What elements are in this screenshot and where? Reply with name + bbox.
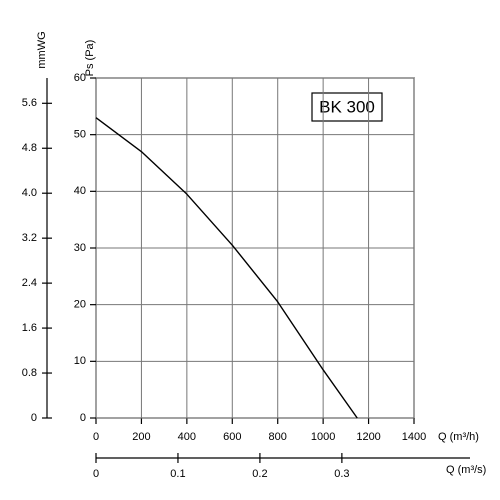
y2-tick-label: 2.4 <box>22 277 37 289</box>
y-tick-label: 40 <box>74 185 86 197</box>
x-tick-label: 1200 <box>356 431 380 443</box>
y2-axis-label: mmWG <box>36 31 48 68</box>
x2-tick-label: 0.1 <box>170 468 185 480</box>
y-tick-label: 60 <box>74 72 86 84</box>
y2-tick-label: 0.8 <box>22 367 37 379</box>
x-axis-label: Q (m³/h) <box>438 431 479 443</box>
x2-tick-label: 0.3 <box>334 468 349 480</box>
y2-tick-label: 1.6 <box>22 322 37 334</box>
x-tick-label: 800 <box>269 431 287 443</box>
y2-tick-label: 3.2 <box>22 232 37 244</box>
x2-axis-label: Q (m³/s) <box>446 464 486 476</box>
y2-tick-label: 0 <box>31 412 37 424</box>
y-tick-label: 50 <box>74 129 86 141</box>
x-tick-label: 400 <box>178 431 196 443</box>
title-box <box>311 92 383 122</box>
y-tick-label: 20 <box>74 299 86 311</box>
chart-title: BK 300 <box>319 97 375 116</box>
y2-tick-label: 5.6 <box>22 97 37 109</box>
x2-tick-label: 0.2 <box>252 468 267 480</box>
x-tick-label: 0 <box>93 431 99 443</box>
line-series <box>95 117 358 419</box>
y-axis-label: Ps (Pa) <box>84 40 96 77</box>
x-tick-label: 600 <box>223 431 241 443</box>
x2-tick-label: 0 <box>93 468 99 480</box>
x-tick-label: 1400 <box>402 431 426 443</box>
y2-tick-label: 4.0 <box>22 187 37 199</box>
y-tick-label: 10 <box>74 355 86 367</box>
x-tick-label: 1000 <box>311 431 335 443</box>
y2-tick-label: 4.8 <box>22 142 37 154</box>
y-tick-label: 0 <box>80 412 86 424</box>
x-tick-label: 200 <box>132 431 150 443</box>
y-tick-label: 30 <box>74 242 86 254</box>
